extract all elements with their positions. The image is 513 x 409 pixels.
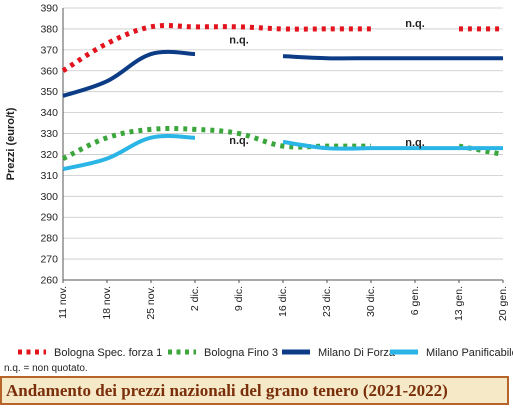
x-tick-label: 9 dic. [233,286,245,311]
x-tick-label: 25 nov. [145,286,157,320]
x-tick-label: 20 gen. [497,286,509,321]
y-axis-label: Prezzi (euro/t) [5,107,17,180]
y-tick-label: 310 [40,170,58,182]
annotation-nq: n.q. [229,135,249,147]
x-tick-label: 23 dic. [321,286,333,317]
y-tick-label: 350 [40,86,58,98]
legend-label-3: Milano Di Forza [318,347,396,359]
annotation-nq: n.q. [405,137,425,149]
legend: Bologna Spec. forza 1 Bologna Fino 3 Milan… [18,347,513,359]
series [61,23,504,172]
y-tick-label: 370 [40,44,58,56]
grid [63,7,503,281]
y-tick-label: 290 [40,212,58,224]
annotations: n.q. n.q. n.q. n.q. [229,18,425,149]
chart-title: Andamento dei prezzi nazionali del grano… [6,380,448,400]
x-tick-label: 30 dic. [365,286,377,317]
y-tick-label: 340 [40,107,58,119]
y-tick-label: 270 [40,254,58,266]
y-tick-label: 380 [40,23,58,35]
y-tick-label: 300 [40,191,58,203]
x-tick-label: 18 nov. [101,286,113,320]
series-line-3 [282,54,503,61]
legend-label-2: Bologna Fino 3 [204,347,278,359]
y-tick-label: 390 [40,3,58,15]
axes: 260 270 280 290 300 310 320 330 340 350 360 370 380 3… [5,3,509,322]
x-tick-label: 6 gen. [409,286,421,315]
annotation-nq: n.q. [229,35,249,47]
legend-label-1: Bologna Spec. forza 1 [54,347,162,359]
y-tick-label: 260 [40,275,58,287]
x-tick-label: 16 dic. [277,286,289,317]
x-tick-label: 11 nov. [57,286,69,319]
x-tick-label: 13 gen. [453,286,465,321]
title-bar: Andamento dei prezzi nazionali del grano… [0,376,509,405]
annotation-nq: n.q. [405,18,425,30]
y-tick-label: 280 [40,233,58,245]
series-line-4 [62,134,196,172]
y-tick-label: 330 [40,128,58,140]
series-line-3 [62,49,196,98]
series-line-4 [282,139,503,151]
y-tick-label: 360 [40,65,58,77]
footnote: n.q. = non quotato. [4,363,88,374]
x-tick-label: 2 dic. [189,286,201,311]
series-line-1 [61,23,371,73]
y-tick-label: 320 [40,149,58,161]
legend-label-4: Milano Panificabile [426,347,513,359]
